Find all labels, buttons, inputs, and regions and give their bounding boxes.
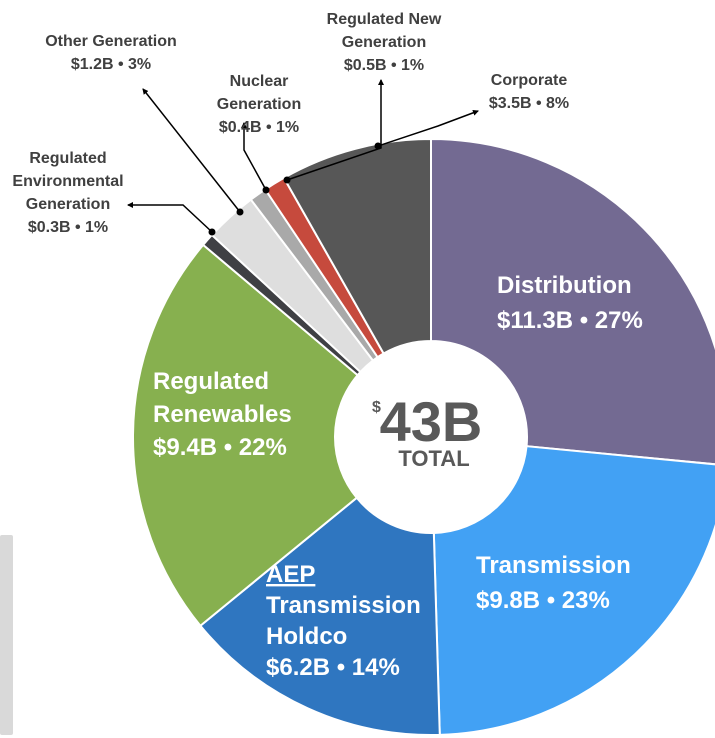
label-regulated-renewables-name-1: Regulated: [153, 368, 269, 395]
center-value: 43B: [380, 390, 483, 453]
center-currency: $: [372, 399, 381, 416]
center-hole: [335, 341, 527, 533]
connectors-group: [127, 79, 479, 236]
label-regulated-renewables-value: $9.4B • 22%: [153, 434, 287, 461]
side-scroll-tab: [0, 535, 13, 735]
center-label: TOTAL: [398, 446, 469, 471]
label-regulated-renewables-name-2: Renewables: [153, 401, 292, 428]
connector-line-nuclear-generation: [241, 122, 267, 191]
label-corporate-name-1: Corporate: [491, 72, 568, 89]
label-aep-transmission-holdco-name-1: AEP: [266, 561, 315, 588]
connector-line-regulated-environmental-generation: [127, 202, 213, 233]
label-regulated-environmental-generation-name-1: Regulated: [29, 150, 106, 167]
label-aep-transmission-holdco-value: $6.2B • 14%: [266, 654, 400, 681]
label-other-generation-value: $1.2B • 3%: [71, 56, 151, 73]
label-distribution-name-1: Distribution: [497, 272, 632, 299]
label-regulated-environmental-generation-name-2: Environmental: [12, 173, 123, 190]
label-other-generation-name-1: Other Generation: [45, 33, 177, 50]
connector-line-regulated-new-generation: [286, 79, 384, 181]
label-distribution-value: $11.3B • 27%: [497, 307, 643, 334]
label-aep-transmission-holdco-name-2: Transmission: [266, 592, 421, 619]
connector-line-corporate: [377, 109, 479, 147]
label-transmission-value: $9.8B • 23%: [476, 587, 610, 614]
label-aep-transmission-holdco-name-3: Holdco: [266, 623, 347, 650]
label-nuclear-generation-value: $0.4B • 1%: [219, 119, 299, 136]
label-regulated-new-generation-value: $0.5B • 1%: [344, 57, 424, 74]
label-regulated-new-generation-name-1: Regulated New: [327, 11, 442, 28]
connector-line-other-generation: [142, 88, 241, 213]
slice-corporate: [282, 137, 432, 355]
label-nuclear-generation-name-1: Nuclear: [230, 73, 289, 90]
label-regulated-environmental-generation-value: $0.3B • 1%: [28, 219, 108, 236]
label-regulated-environmental-generation-name-3: Generation: [26, 196, 110, 213]
label-nuclear-generation-name-2: Generation: [217, 96, 301, 113]
label-regulated-new-generation-name-2: Generation: [342, 34, 426, 51]
label-transmission-name-1: Transmission: [476, 552, 631, 579]
label-corporate-value: $3.5B • 8%: [489, 95, 569, 112]
labels-group: Distribution $11.3B • 27% Transmission $9.8…: [12, 11, 642, 681]
